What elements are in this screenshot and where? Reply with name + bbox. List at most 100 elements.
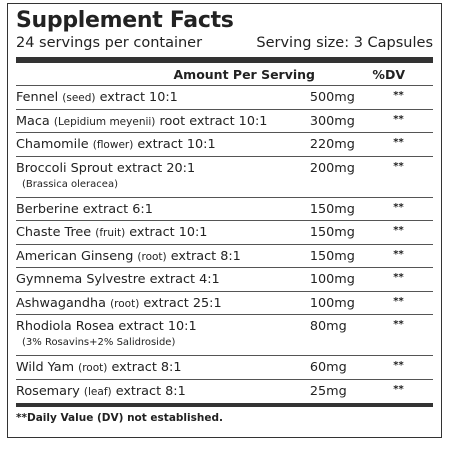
ingredient-name: Chamomile [16, 137, 89, 152]
table-row: Rhodiola Rosea extract 10:1 (3% Rosavins+… [16, 315, 433, 356]
amount: 150mg [309, 248, 355, 264]
ingredient-name: Berberine extract 6:1 [16, 201, 153, 217]
ingredient-name: Fennel [16, 90, 59, 105]
ingredient: Rhodiola Rosea extract 10:1 (3% Rosavins+… [16, 319, 310, 355]
daily-value: ** [393, 160, 404, 172]
column-header: Amount Per Serving %DV [16, 63, 433, 85]
ingredient-part: (root) [78, 362, 108, 374]
amount: 150mg [309, 225, 355, 240]
ingredient-rest: extract 10:1 [129, 225, 208, 240]
ingredient-part: (leaf) [83, 385, 112, 398]
table-row: Gymnema Sylvestre extract 4:1 100mg ** [16, 268, 433, 292]
amount: 200mg [309, 160, 355, 176]
amount: 150mg [309, 201, 355, 217]
ingredient-part: (root) [110, 297, 140, 310]
amount: 300mg [309, 113, 355, 129]
ingredient: Chaste Tree (fruit) extract 10:1 [16, 225, 310, 244]
ingredient-line: Wild Yam (root) extract 8:1 [16, 360, 310, 375]
ingredient: Broccoli Sprout extract 20:1 (Brassica ol… [16, 161, 310, 197]
ingredient-line: Fennel (seed) extract 10:1 [16, 90, 310, 105]
daily-value: ** [393, 360, 404, 371]
ingredient-part: (root) [137, 250, 167, 263]
table-row: Chamomile (flower) extract 10:1 220mg ** [16, 133, 433, 157]
ingredient-rest: extract 25:1 [143, 295, 222, 311]
amount: 100mg [309, 272, 355, 287]
ingredient-rest: extract 8:1 [170, 248, 241, 264]
daily-value: ** [393, 272, 404, 283]
table-row: Chaste Tree (fruit) extract 10:1 150mg ** [16, 221, 433, 245]
serving-size: Serving size: 3 Capsules [256, 35, 433, 51]
amount-header: Amount Per Serving [173, 66, 316, 82]
supplement-label: Supplement Facts 24 servings per contain… [7, 3, 442, 438]
daily-value: ** [393, 90, 404, 101]
ingredient: Wild Yam (root) extract 8:1 [16, 360, 310, 379]
ingredient: Berberine extract 6:1 [16, 202, 310, 221]
rows: Fennel (seed) extract 10:1 500mg ** Maca (L… [16, 86, 433, 403]
daily-value: ** [393, 383, 404, 395]
ingredient-line: Broccoli Sprout extract 20:1 [16, 161, 310, 176]
ingredient: Chamomile (flower) extract 10:1 [16, 137, 310, 156]
ingredient-rest: extract 10:1 [137, 137, 216, 152]
ingredient-rest: extract 10:1 [99, 90, 178, 105]
daily-value: ** [393, 248, 404, 260]
ingredient-name: Gymnema Sylvestre extract 4:1 [16, 272, 220, 287]
ingredient-part: (Lepidium meyenii) [53, 115, 156, 128]
table-row: Rosemary (leaf) extract 8:1 25mg ** [16, 380, 433, 404]
ingredient: Fennel (seed) extract 10:1 [16, 90, 310, 109]
daily-value: ** [393, 295, 404, 307]
ingredient-line: Rhodiola Rosea extract 10:1 [16, 319, 310, 334]
amount: 100mg [309, 295, 355, 311]
ingredient-rest: extract 8:1 [115, 383, 186, 399]
ingredient-note: (Brassica oleracea) [22, 178, 118, 190]
ingredient-name: Broccoli Sprout extract 20:1 [16, 160, 196, 176]
table-row: Berberine extract 6:1 150mg ** [16, 198, 433, 221]
dv-header: %DV [372, 66, 405, 82]
ingredient-line: Rosemary (leaf) extract 8:1 [16, 384, 310, 399]
thin-rule [16, 85, 433, 86]
ingredient-name: Rosemary [16, 383, 80, 399]
ingredient-part: (flower) [92, 139, 134, 151]
ingredient: Maca (Lepidium meyenii) root extract 10:… [16, 114, 310, 133]
serving-info: 24 servings per container Serving size: … [16, 35, 433, 57]
ingredient-part: (fruit) [95, 227, 126, 239]
ingredient-name: Rhodiola Rosea extract 10:1 [16, 319, 197, 334]
table-row: Broccoli Sprout extract 20:1 (Brassica ol… [16, 157, 433, 198]
servings: 24 servings per container [16, 35, 203, 51]
ingredient-line: Maca (Lepidium meyenii) root extract 10:… [16, 114, 310, 129]
ingredient-name: Maca [16, 113, 50, 129]
ingredient-rest: extract 8:1 [111, 360, 182, 375]
ingredient-name: American Ginseng [16, 248, 134, 264]
ingredient-rest: root extract 10:1 [159, 113, 268, 129]
thick-rule [16, 403, 433, 407]
ingredient-line: Gymnema Sylvestre extract 4:1 [16, 272, 310, 287]
daily-value: ** [393, 225, 404, 236]
ingredient-name: Ashwagandha [16, 295, 106, 311]
ingredient: American Ginseng (root) extract 8:1 [16, 249, 310, 268]
ingredient-line: Ashwagandha (root) extract 25:1 [16, 296, 310, 311]
amount: 60mg [309, 360, 347, 375]
ingredient-line: Chaste Tree (fruit) extract 10:1 [16, 225, 310, 240]
ingredient: Rosemary (leaf) extract 8:1 [16, 384, 310, 404]
ingredient-part: (seed) [62, 92, 96, 104]
ingredient-name: Wild Yam [16, 360, 75, 375]
ingredient-line: American Ginseng (root) extract 8:1 [16, 249, 310, 264]
amount: 220mg [309, 137, 355, 152]
daily-value: ** [393, 201, 404, 213]
ingredient: Gymnema Sylvestre extract 4:1 [16, 272, 310, 291]
footnote: **Daily Value (DV) not established. [16, 412, 223, 424]
ingredient-name: Chaste Tree [16, 225, 92, 240]
daily-value: ** [393, 137, 404, 148]
table-row: American Ginseng (root) extract 8:1 150mg… [16, 245, 433, 268]
title: Supplement Facts [16, 8, 234, 33]
ingredient-line: Berberine extract 6:1 [16, 202, 310, 217]
amount: 25mg [309, 383, 347, 399]
table-row: Ashwagandha (root) extract 25:1 100mg ** [16, 292, 433, 315]
table-row: Fennel (seed) extract 10:1 500mg ** [16, 86, 433, 110]
ingredient: Ashwagandha (root) extract 25:1 [16, 296, 310, 315]
amount: 80mg [309, 319, 347, 334]
ingredient-note: (3% Rosavins+2% Salidroside) [22, 337, 176, 348]
daily-value: ** [393, 319, 404, 330]
thick-rule [16, 57, 433, 63]
table-row: Maca (Lepidium meyenii) root extract 10:… [16, 110, 433, 133]
amount: 500mg [309, 90, 355, 105]
